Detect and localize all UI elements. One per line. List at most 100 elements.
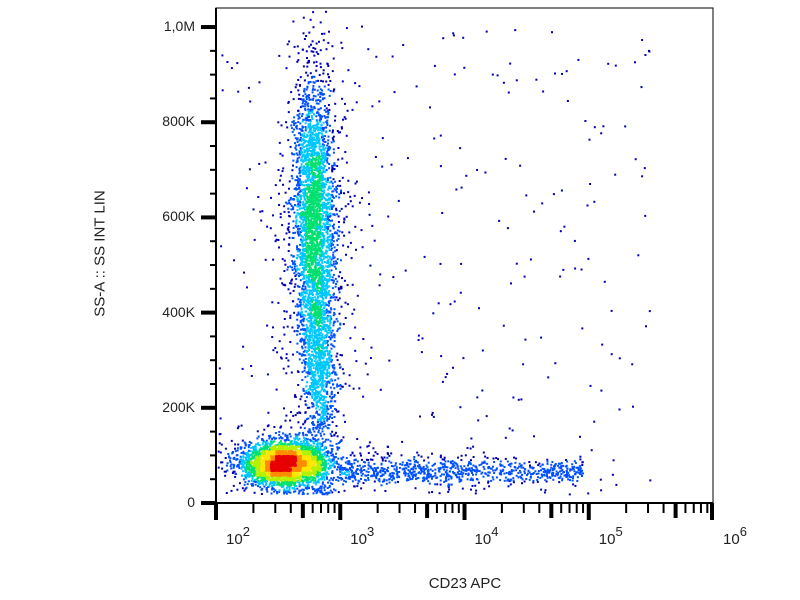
event-dot: [326, 217, 329, 220]
event-dot: [322, 302, 325, 305]
event-dot: [293, 195, 296, 197]
event-dot: [535, 473, 538, 475]
event-dot: [323, 154, 326, 157]
event-dot: [323, 448, 326, 450]
event-dot: [299, 170, 302, 172]
event-dot: [331, 296, 334, 299]
event-dot: [343, 479, 346, 482]
event-dot: [303, 165, 306, 168]
event-dot: [225, 470, 227, 473]
event-dot: [572, 475, 575, 478]
event-dot: [328, 311, 331, 314]
event-dot: [356, 438, 359, 440]
event-dot: [354, 182, 357, 185]
event-dot: [301, 147, 304, 150]
event-dot: [319, 294, 322, 297]
event-dot: [330, 435, 333, 437]
event-dot: [311, 75, 313, 78]
event-dot: [434, 468, 437, 471]
event-dot: [334, 461, 337, 464]
event-dot: [240, 446, 243, 449]
event-dot: [344, 102, 346, 105]
event-dot: [319, 367, 322, 370]
event-dot: [340, 385, 343, 388]
event-dot: [306, 179, 309, 182]
event-dot: [306, 325, 309, 328]
event-dot: [288, 231, 291, 234]
event-dot: [338, 210, 341, 213]
event-dot: [293, 187, 296, 190]
event-dot: [295, 148, 298, 151]
event-dot: [603, 280, 606, 283]
event-dot: [431, 475, 434, 478]
event-dot: [290, 127, 293, 130]
event-dot: [307, 279, 310, 282]
event-dot: [326, 320, 329, 323]
event-dot: [328, 219, 330, 221]
event-dot: [322, 423, 325, 425]
event-dot: [304, 122, 307, 125]
event-dot: [322, 371, 325, 374]
event-dot: [230, 67, 233, 70]
event-dot: [546, 462, 549, 465]
event-dot: [283, 333, 286, 336]
event-dot: [540, 469, 542, 472]
event-dot: [456, 463, 459, 466]
event-dot: [298, 249, 301, 252]
event-dot: [300, 257, 302, 260]
event-dot: [322, 167, 325, 170]
event-dot: [291, 487, 294, 490]
event-dot: [321, 395, 324, 398]
event-dot: [320, 383, 323, 386]
event-dot: [240, 452, 243, 454]
event-dot: [329, 275, 332, 278]
event-dot: [328, 270, 331, 273]
event-dot: [359, 469, 362, 472]
event-dot: [502, 81, 505, 84]
event-dot: [329, 379, 332, 382]
event-dot: [332, 279, 335, 282]
event-dot: [599, 478, 602, 481]
event-dot: [462, 472, 465, 475]
event-dot: [272, 487, 275, 490]
event-dot: [300, 215, 303, 218]
event-dot: [304, 257, 306, 260]
event-dot: [312, 364, 315, 367]
event-dot: [319, 120, 322, 123]
event-dot: [333, 214, 336, 217]
event-dot: [534, 461, 537, 464]
event-dot: [550, 466, 553, 469]
event-dot: [559, 467, 562, 470]
event-dot: [321, 417, 324, 420]
event-dot: [388, 460, 391, 463]
event-dot: [341, 157, 344, 160]
event-dot: [329, 357, 332, 360]
event-dot: [297, 225, 300, 227]
event-dot: [297, 421, 300, 424]
event-dot: [427, 468, 430, 471]
event-dot: [321, 246, 324, 249]
event-dot: [329, 329, 332, 332]
event-dot: [320, 179, 323, 182]
event-dot: [296, 487, 299, 490]
event-dot: [310, 368, 312, 371]
event-dot: [522, 363, 525, 366]
event-dot: [417, 334, 420, 337]
event-dot: [303, 421, 306, 424]
event-dot: [315, 342, 318, 345]
event-dot: [548, 471, 551, 474]
event-dot: [316, 154, 319, 157]
event-dot: [336, 262, 338, 265]
event-dot: [337, 410, 340, 413]
event-dot: [247, 86, 250, 89]
event-dot: [510, 282, 512, 285]
event-dot: [516, 467, 519, 470]
event-dot: [301, 493, 304, 496]
event-dot: [305, 168, 308, 171]
event-dot: [325, 464, 328, 467]
event-dot: [312, 97, 315, 100]
event-dot: [581, 469, 584, 472]
event-dot: [323, 183, 326, 186]
event-dot: [317, 431, 320, 434]
event-dot: [301, 251, 304, 254]
